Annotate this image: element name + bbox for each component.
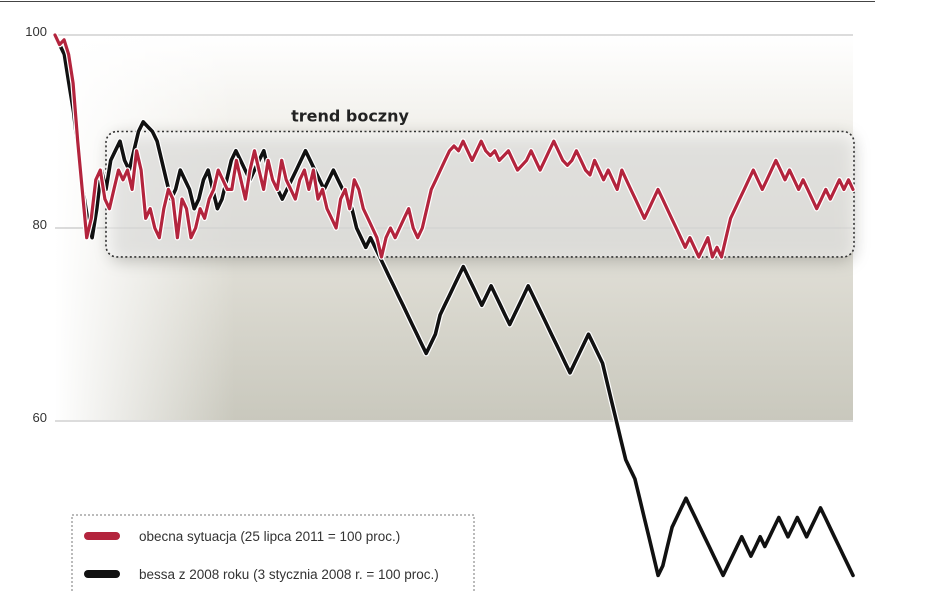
- y-tick-label: 60: [33, 410, 47, 425]
- legend: obecna sytuacja (25 lipca 2011 = 100 pro…: [71, 514, 475, 593]
- trend-box: trend boczny: [105, 107, 855, 261]
- legend-label-current: obecna sytuacja (25 lipca 2011 = 100 pro…: [139, 529, 400, 544]
- series-line-bear-2008: [53, 33, 855, 578]
- trend-box-frame: [105, 130, 855, 258]
- y-tick-label: 80: [33, 217, 47, 232]
- series-lines: [52, 32, 856, 579]
- legend-label-bear-2008: bessa z 2008 roku (3 stycznia 2008 r. = …: [139, 567, 439, 582]
- y-tick-label: 100: [25, 24, 47, 39]
- legend-box: [71, 514, 475, 593]
- trend-box-label: trend boczny: [291, 107, 409, 126]
- y-axis-ticks: 100 80 60: [25, 24, 47, 425]
- series-line-current: [53, 33, 855, 259]
